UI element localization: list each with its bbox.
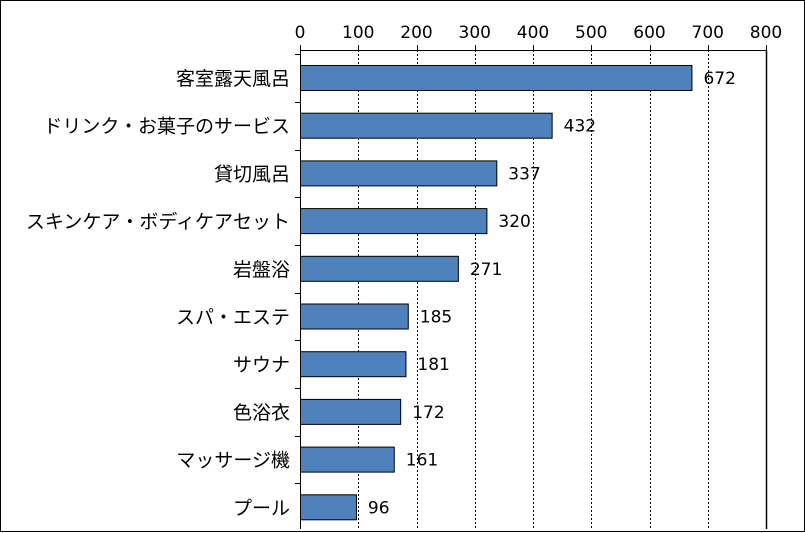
data-label-7: 172 <box>412 403 444 423</box>
x-tick-label-100: 100 <box>342 23 374 43</box>
x-tick-label-300: 300 <box>459 23 491 43</box>
data-label-4: 271 <box>470 260 502 280</box>
category-label-6: サウナ <box>233 354 290 376</box>
category-label-9: プール <box>233 497 290 519</box>
data-label-6: 181 <box>417 355 449 375</box>
category-label-4: 岩盤浴 <box>233 259 290 281</box>
data-label-8: 161 <box>406 451 438 471</box>
bar-3 <box>301 209 487 234</box>
bar-1 <box>301 113 553 138</box>
category-label-7: 色浴衣 <box>233 402 290 424</box>
x-tick-label-700: 700 <box>692 23 724 43</box>
bar-6 <box>301 352 406 377</box>
data-label-3: 320 <box>498 212 530 232</box>
data-label-9: 96 <box>368 498 390 518</box>
bar-9 <box>301 495 357 520</box>
data-label-5: 185 <box>420 308 452 328</box>
category-label-5: スパ・エステ <box>176 307 290 329</box>
x-tick-label-0: 0 <box>295 23 306 43</box>
bar-8 <box>301 447 395 472</box>
category-labels: 客室露天風呂ドリンク・お菓子のサービス貸切風呂スキンケア・ボディケアセット岩盤浴… <box>26 68 290 519</box>
bar-0 <box>301 66 692 91</box>
category-label-0: 客室露天風呂 <box>176 68 290 90</box>
x-tick-label-800: 800 <box>750 23 782 43</box>
category-label-8: マッサージ機 <box>176 450 290 472</box>
bar-4 <box>301 256 459 281</box>
data-label-0: 672 <box>703 69 735 89</box>
bars <box>301 66 692 520</box>
x-axis-tick-labels: 0 100 200 300 400 500 600 700 800 <box>295 23 783 43</box>
x-tick-label-600: 600 <box>633 23 665 43</box>
bar-5 <box>301 304 409 329</box>
category-label-1: ドリンク・お菓子のサービス <box>43 116 290 138</box>
data-label-1: 432 <box>564 117 596 137</box>
category-label-2: 貸切風呂 <box>214 163 290 185</box>
category-label-3: スキンケア・ボディケアセット <box>26 211 290 233</box>
x-tick-label-200: 200 <box>400 23 432 43</box>
data-label-2: 337 <box>508 164 540 184</box>
bar-7 <box>301 399 401 424</box>
bar-2 <box>301 161 497 186</box>
x-tick-label-500: 500 <box>575 23 607 43</box>
x-tick-label-400: 400 <box>517 23 549 43</box>
